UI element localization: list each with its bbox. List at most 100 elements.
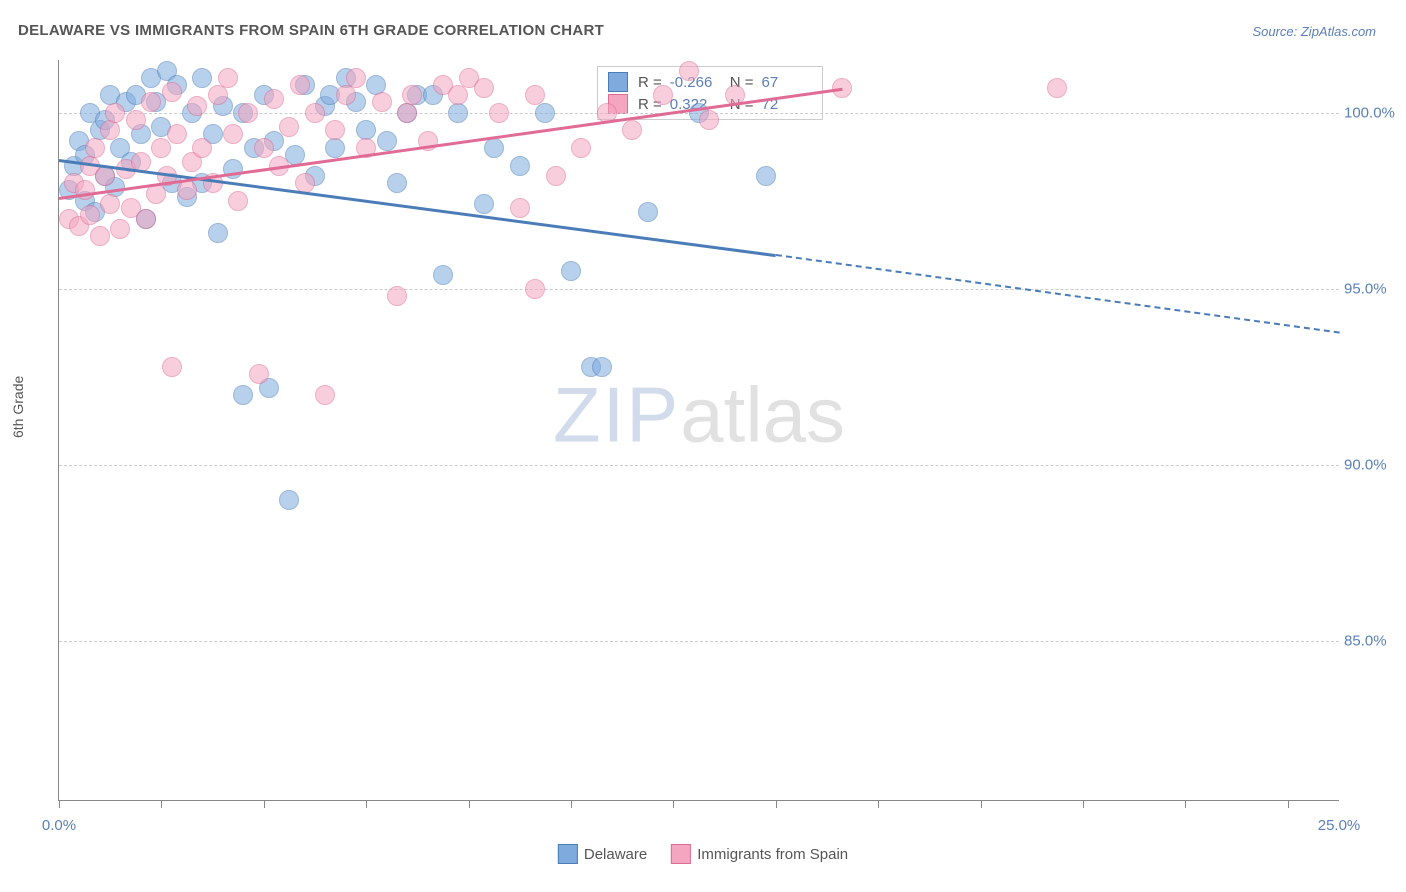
legend-swatch	[558, 844, 578, 864]
x-tick	[1083, 800, 1084, 808]
scatter-point	[638, 202, 658, 222]
watermark-atlas: atlas	[680, 371, 845, 459]
scatter-point	[387, 286, 407, 306]
scatter-point	[510, 198, 530, 218]
legend-swatch	[671, 844, 691, 864]
scatter-point	[387, 173, 407, 193]
scatter-point	[546, 166, 566, 186]
scatter-point	[208, 223, 228, 243]
scatter-point	[100, 194, 120, 214]
scatter-point	[233, 385, 253, 405]
scatter-point	[474, 78, 494, 98]
scatter-point	[433, 265, 453, 285]
y-tick-label: 85.0%	[1344, 633, 1399, 650]
scatter-point	[510, 156, 530, 176]
scatter-point	[1047, 78, 1067, 98]
trend-line	[59, 159, 776, 257]
x-tick	[1185, 800, 1186, 808]
legend-label: Delaware	[584, 846, 647, 863]
legend-item: Immigrants from Spain	[671, 844, 848, 864]
bottom-legend: Delaware Immigrants from Spain	[558, 844, 848, 864]
scatter-point	[535, 103, 555, 123]
y-tick-label: 100.0%	[1344, 104, 1399, 121]
x-tick	[571, 800, 572, 808]
watermark: ZIPatlas	[553, 370, 845, 461]
x-tick	[161, 800, 162, 808]
scatter-point	[279, 117, 299, 137]
chart-container: DELAWARE VS IMMIGRANTS FROM SPAIN 6TH GR…	[0, 0, 1406, 892]
legend-stats-row: R =-0.266N =67	[608, 72, 812, 92]
scatter-point	[264, 89, 284, 109]
scatter-point	[192, 68, 212, 88]
scatter-point	[167, 124, 187, 144]
scatter-point	[489, 103, 509, 123]
scatter-point	[525, 85, 545, 105]
scatter-point	[238, 103, 258, 123]
scatter-point	[325, 138, 345, 158]
scatter-point	[653, 85, 673, 105]
scatter-point	[756, 166, 776, 186]
scatter-point	[228, 191, 248, 211]
scatter-point	[95, 166, 115, 186]
scatter-point	[279, 490, 299, 510]
y-tick-label: 95.0%	[1344, 281, 1399, 298]
scatter-point	[325, 120, 345, 140]
x-tick	[673, 800, 674, 808]
trend-line-dashed	[776, 254, 1339, 334]
scatter-point	[110, 219, 130, 239]
scatter-point	[218, 68, 238, 88]
x-tick	[776, 800, 777, 808]
scatter-point	[223, 124, 243, 144]
chart-title: DELAWARE VS IMMIGRANTS FROM SPAIN 6TH GR…	[18, 22, 604, 39]
scatter-point	[372, 92, 392, 112]
x-tick	[469, 800, 470, 808]
scatter-point	[100, 120, 120, 140]
scatter-point	[254, 138, 274, 158]
scatter-point	[592, 357, 612, 377]
scatter-point	[397, 103, 417, 123]
scatter-point	[223, 159, 243, 179]
scatter-point	[192, 138, 212, 158]
scatter-point	[484, 138, 504, 158]
x-tick	[878, 800, 879, 808]
scatter-point	[105, 103, 125, 123]
scatter-point	[290, 75, 310, 95]
scatter-point	[679, 61, 699, 81]
scatter-point	[346, 68, 366, 88]
x-tick-label: 25.0%	[1318, 817, 1361, 834]
watermark-zip: ZIP	[553, 371, 680, 459]
scatter-point	[162, 82, 182, 102]
scatter-point	[315, 385, 335, 405]
y-axis-label: 6th Grade	[10, 376, 26, 438]
scatter-point	[402, 85, 422, 105]
scatter-point	[249, 364, 269, 384]
legend-label: Immigrants from Spain	[697, 846, 848, 863]
scatter-point	[177, 180, 197, 200]
scatter-point	[336, 85, 356, 105]
x-tick	[981, 800, 982, 808]
scatter-point	[187, 96, 207, 116]
gridline-horizontal	[59, 289, 1339, 290]
x-tick-label: 0.0%	[42, 817, 76, 834]
scatter-point	[622, 120, 642, 140]
x-tick	[366, 800, 367, 808]
scatter-point	[561, 261, 581, 281]
stat-n-value: 67	[762, 74, 812, 91]
scatter-point	[141, 92, 161, 112]
y-tick-label: 90.0%	[1344, 457, 1399, 474]
x-tick	[264, 800, 265, 808]
scatter-point	[377, 131, 397, 151]
legend-swatch	[608, 72, 628, 92]
x-tick	[1288, 800, 1289, 808]
plot-area: ZIPatlas R =-0.266N =67R =0.322N =72 85.…	[58, 60, 1339, 801]
scatter-point	[162, 357, 182, 377]
scatter-point	[525, 279, 545, 299]
scatter-point	[474, 194, 494, 214]
scatter-point	[699, 110, 719, 130]
scatter-point	[90, 226, 110, 246]
scatter-point	[448, 103, 468, 123]
scatter-point	[448, 85, 468, 105]
scatter-point	[208, 85, 228, 105]
scatter-point	[75, 180, 95, 200]
scatter-point	[571, 138, 591, 158]
